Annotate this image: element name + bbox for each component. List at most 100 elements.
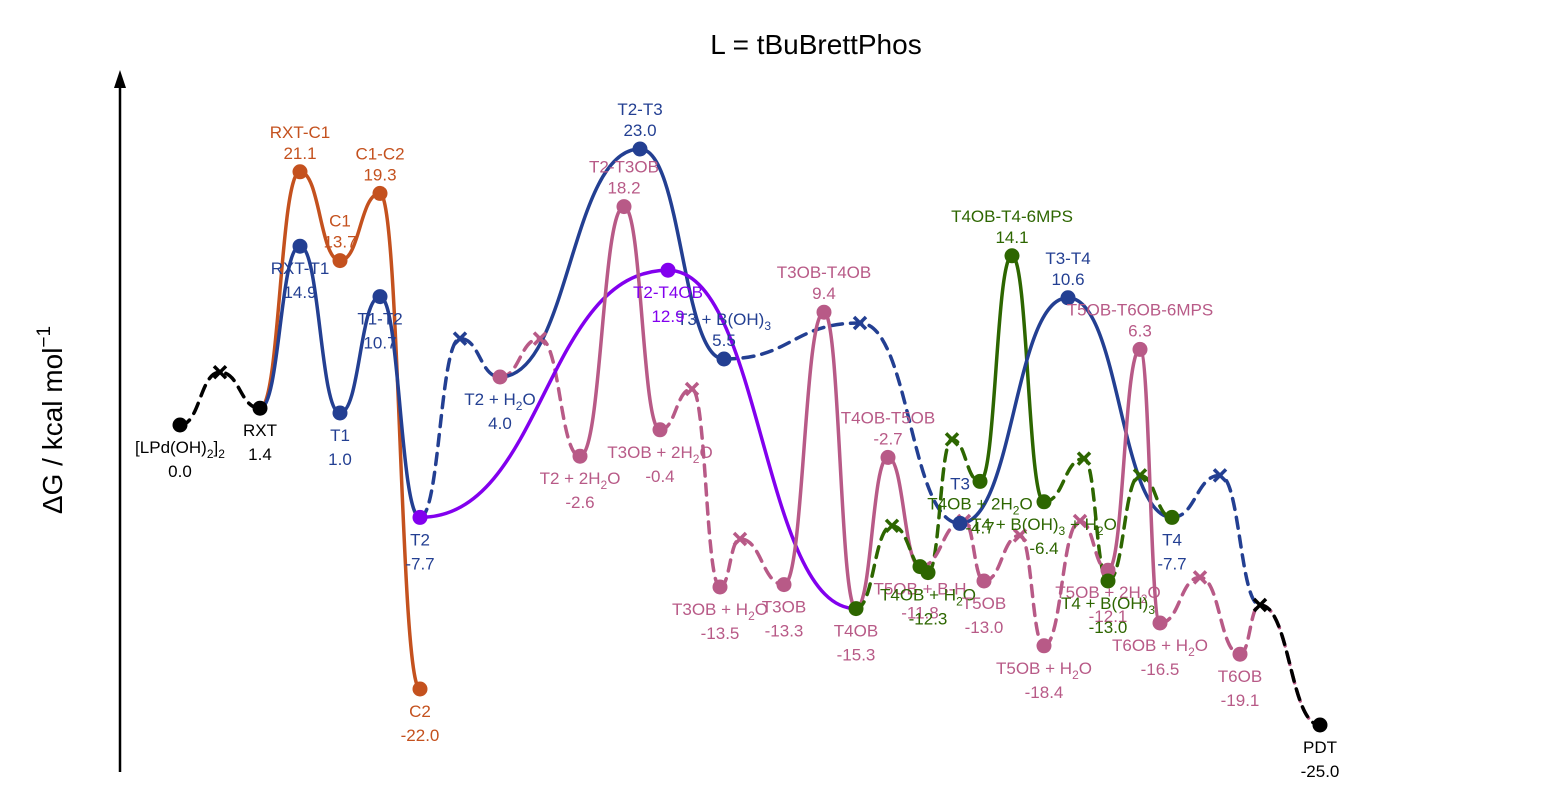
value-t4obt46mps: 14.1 <box>995 228 1028 247</box>
dot-t4ob <box>848 601 864 617</box>
label-c2: C2 <box>409 702 431 721</box>
label-t3ob: T3OB <box>762 598 806 617</box>
label-text: T5OB <box>962 594 1006 613</box>
label-text: T3OB + 2H <box>607 443 693 462</box>
label-text: T2 + H <box>464 390 516 409</box>
label-text: C1 <box>329 212 351 231</box>
label-t4ob: T4OB <box>834 622 878 641</box>
dot-t3boh <box>716 351 732 367</box>
value-t3obh2o: -13.5 <box>701 624 740 643</box>
label-sub: 2 <box>1013 503 1020 517</box>
value-t22h2o: -2.6 <box>565 493 594 512</box>
label-pdt: PDT <box>1303 738 1337 757</box>
label-t2t4ob: T2-T4OB <box>633 283 703 302</box>
x-mark-0 <box>212 364 228 380</box>
value-t6ob: -19.1 <box>1221 691 1260 710</box>
label-text: T4OB-T4-6MPS <box>951 207 1073 226</box>
label-text: RXT <box>243 421 277 440</box>
curve-blue-24 <box>1170 473 1262 607</box>
value-t3obt4ob: 9.4 <box>812 284 836 303</box>
x-mark-10 <box>1076 451 1092 466</box>
curve-pink-11 <box>782 310 858 611</box>
label-text: T4 + B(OH) <box>971 515 1058 534</box>
dot-t3ob <box>776 577 792 593</box>
label-sub: 2 <box>207 447 214 461</box>
value-t3ob2h2o: -0.4 <box>645 467 674 486</box>
dot-c1c2 <box>372 185 388 201</box>
curve-pink-20 <box>1042 519 1110 648</box>
value-rxtt1: 14.9 <box>283 283 316 302</box>
value-t5obbh: -11.8 <box>901 604 939 623</box>
label-t22h2o: T2 + 2H2O <box>540 469 621 492</box>
label-t4boh: T4 + B(OH)3 <box>1061 594 1155 617</box>
dot-rxtc1 <box>292 164 308 180</box>
label-rxt: RXT <box>243 421 277 440</box>
label-t5obbh: T5OB + B-H <box>873 580 966 599</box>
curve-black-0 <box>178 370 262 427</box>
label-text: T1-T2 <box>357 310 402 329</box>
dot-t3obh2o <box>712 579 728 595</box>
x-mark-3 <box>852 315 868 331</box>
curve-green-21 <box>1106 473 1174 583</box>
label-t5ob2h2o: T5OB + 2H2O <box>1055 583 1160 606</box>
x-mark-7 <box>944 432 960 447</box>
label-t3obt4ob: T3OB-T4OB <box>777 263 871 282</box>
label-c1: C1 <box>329 212 351 231</box>
dot-t2 <box>412 509 428 525</box>
label-text: [LPd(OH) <box>135 438 207 457</box>
label-text: T5OB + 2H <box>1055 583 1141 602</box>
label-t3b: T3 <box>950 474 970 493</box>
marks <box>172 141 1328 733</box>
label-t4obh2o: T4OB + H2O <box>880 586 976 609</box>
dot-t4boh <box>1100 573 1116 589</box>
dot-t4bohh2o <box>1036 494 1052 510</box>
value-t5ob2h2o: -12.1 <box>1089 607 1128 626</box>
dot-t4 <box>1164 509 1180 525</box>
dot-t5ob <box>976 573 992 589</box>
x-mark-12 <box>1132 468 1148 483</box>
label-sub: 2 <box>516 399 523 413</box>
label-text: T4OB + 2H <box>927 494 1013 513</box>
curve-pink-9 <box>658 387 722 589</box>
y-axis-label: ΔG / kcal mol−1 <box>34 326 68 514</box>
dot-t5obh2o <box>1036 638 1052 654</box>
label-text: T6OB + H <box>1112 636 1188 655</box>
label-t6obh2o: T6OB + H2O <box>1112 636 1208 659</box>
dot-rxt <box>252 400 268 416</box>
label-after: + H <box>1065 515 1097 534</box>
dot-t2t3ob <box>616 199 632 215</box>
value-rxt: 1.4 <box>248 445 272 464</box>
label-t2: T2 <box>410 530 430 549</box>
label-sub2: 2 <box>218 447 225 461</box>
value-t5ob: -13.0 <box>965 618 1004 637</box>
label-text: T5OB-T6OB-6MPS <box>1067 300 1213 319</box>
label-sub: 3 <box>764 319 771 333</box>
value-t3boh: 5.5 <box>712 331 736 350</box>
dot-rxtt1 <box>292 238 308 254</box>
value-c1c2: 19.3 <box>363 165 396 184</box>
value-t2: -7.7 <box>405 554 434 573</box>
label-sub: 2 <box>748 609 755 623</box>
label-sub: 2 <box>956 595 963 609</box>
label-sub: 2 <box>601 478 608 492</box>
label-text: T3-T4 <box>1045 249 1090 268</box>
dot-c1 <box>332 253 348 269</box>
dot-t4obt46mps <box>1004 248 1020 264</box>
x-mark-9 <box>1012 528 1028 543</box>
value-pdt: -25.0 <box>1301 762 1340 781</box>
label-text: PDT <box>1303 738 1337 757</box>
label-t3boh: T3 + B(OH)3 <box>677 310 771 333</box>
value-t4obh2o: -12.3 <box>909 610 948 629</box>
value-t5obt6ob6mps: 6.3 <box>1128 321 1152 340</box>
curve-blue-3 <box>418 336 502 520</box>
label-text: T4 + B(OH) <box>1061 594 1148 613</box>
x-mark-4 <box>684 381 700 397</box>
value-t4obt5ob: -2.7 <box>873 429 902 448</box>
label-sub: 2 <box>1141 592 1148 606</box>
chart-title: L = tBuBrettPhos <box>710 29 921 60</box>
value-t4: -7.7 <box>1157 554 1186 573</box>
x-mark-13 <box>1192 570 1208 585</box>
dot-lpd <box>172 417 188 433</box>
value-t2h2o: 4.0 <box>488 414 512 433</box>
